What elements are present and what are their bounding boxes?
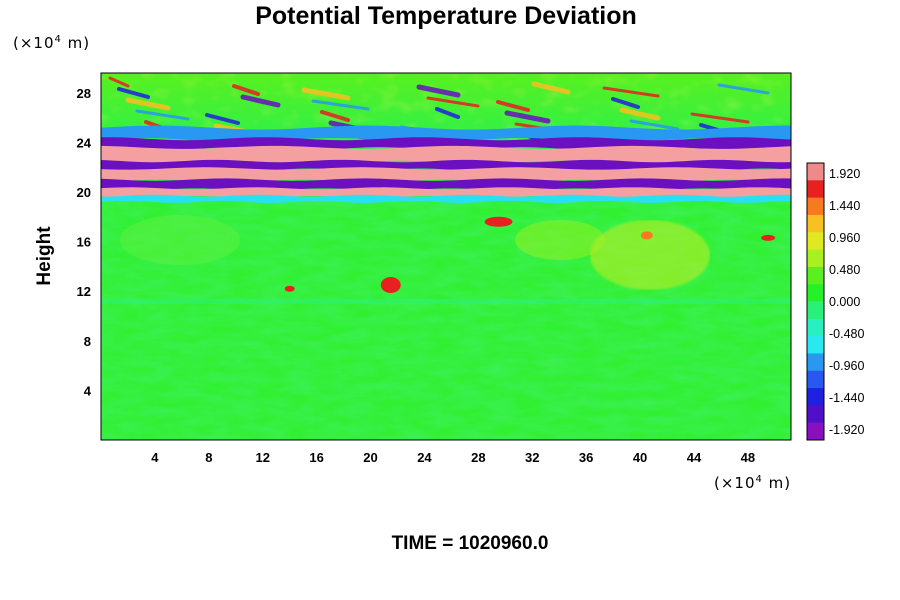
colorbar-label: 0.000	[829, 295, 860, 309]
colorbar-label: -0.960	[829, 359, 864, 373]
heatmap-warm-patch	[120, 215, 240, 265]
x-tick-label: 28	[471, 450, 485, 465]
x-axis-ticks: 4 8 12 16 20 24 28 32 36 40 44 48	[151, 450, 755, 465]
colorbar-swatch	[807, 353, 824, 372]
wave-streak	[531, 81, 571, 95]
wave-streak	[416, 84, 461, 98]
y-axis-label: Height	[34, 226, 55, 286]
colorbar-label: -0.480	[829, 327, 864, 341]
x-tick-label: 20	[363, 450, 377, 465]
wave-streak	[496, 100, 530, 112]
hotspot	[640, 231, 653, 240]
colorbar-swatch	[807, 405, 824, 424]
heatmap-plot-area	[101, 73, 791, 440]
x-tick-label: 36	[579, 450, 593, 465]
wave-streak	[435, 107, 460, 119]
wave-streak	[108, 76, 130, 88]
wave-streak	[232, 84, 260, 96]
colorbar-swatch	[807, 249, 824, 268]
colorbar-swatch	[807, 266, 824, 285]
colorbar-swatch	[807, 197, 824, 216]
colorbar-label: -1.920	[829, 423, 864, 437]
wave-streak	[301, 87, 351, 101]
band-pink-upper	[101, 145, 791, 164]
wave-streak	[504, 110, 551, 124]
wave-streak	[135, 109, 190, 121]
colorbar-swatch	[807, 284, 824, 302]
y-axis-unit: (×104 m)	[13, 34, 90, 52]
y-tick-label: 12	[77, 284, 91, 299]
hotspot	[380, 277, 401, 294]
colorbar-swatch	[807, 301, 824, 320]
heatmap-warm-patch	[515, 220, 605, 260]
x-tick-label: 12	[255, 450, 269, 465]
plot-frame	[100, 72, 792, 441]
x-tick-label: 48	[741, 450, 755, 465]
colorbar-swatch	[807, 163, 824, 181]
wave-streak	[619, 107, 661, 121]
x-tick-label: 44	[687, 450, 702, 465]
y-axis-ticks: 4 8 12 16 20 24 28	[77, 86, 92, 399]
colorbar-swatch	[807, 180, 824, 199]
heatmap-bands	[101, 125, 791, 203]
y-tick-label: 24	[77, 135, 92, 150]
heatmap-faint-band	[101, 299, 791, 304]
wave-streak	[117, 87, 150, 99]
x-tick-label: 32	[525, 450, 539, 465]
wave-streak	[205, 113, 240, 125]
x-tick-label: 4	[151, 450, 159, 465]
colorbar-swatch	[807, 232, 824, 251]
colorbar: 1.920 1.440 0.960 0.480 0.000 -0.480 -0.960 -1.…	[806, 162, 864, 441]
colorbar-label: 0.960	[829, 231, 860, 245]
wave-streak	[240, 94, 281, 108]
colorbar-label: 1.920	[829, 167, 860, 181]
x-tick-label: 16	[309, 450, 323, 465]
x-tick-label: 24	[417, 450, 432, 465]
wave-streak	[602, 86, 660, 98]
heatmap-warm-patch	[590, 220, 710, 290]
colorbar-label: -1.440	[829, 391, 864, 405]
wave-streak	[629, 119, 680, 131]
hotspot	[284, 285, 295, 292]
colorbar-label: 1.440	[829, 199, 860, 213]
wave-streak	[717, 83, 770, 95]
x-tick-label: 8	[205, 450, 212, 465]
y-tick-label: 16	[77, 235, 91, 250]
colorbar-swatch	[807, 336, 824, 354]
chart-title: Potential Temperature Deviation	[255, 2, 637, 30]
colorbar-label: 0.480	[829, 263, 860, 277]
wave-streak	[125, 97, 171, 111]
wave-streak	[611, 97, 640, 109]
y-tick-label: 4	[84, 383, 92, 398]
band-purple-mid	[101, 159, 791, 171]
time-label: TIME = 1020960.0	[392, 533, 549, 554]
wave-streak	[690, 112, 750, 124]
y-tick-label: 20	[77, 185, 91, 200]
colorbar-swatch	[807, 370, 824, 389]
x-axis-unit: (×104 m)	[714, 474, 791, 492]
band-cyan-lower	[101, 194, 791, 203]
colorbar-swatch	[807, 388, 824, 406]
y-tick-label: 8	[84, 334, 91, 349]
colorbar-frame	[806, 162, 825, 441]
heatmap-hotspots	[284, 216, 776, 294]
hotspot	[484, 216, 513, 227]
hotspot	[761, 234, 776, 241]
colorbar-swatch	[807, 422, 824, 441]
wave-streak	[311, 99, 370, 111]
y-tick-label: 28	[77, 86, 91, 101]
wave-streak	[426, 96, 480, 108]
colorbar-swatch	[807, 318, 824, 337]
wave-streak	[320, 110, 350, 122]
x-tick-label: 40	[633, 450, 647, 465]
colorbar-swatch	[807, 214, 824, 233]
band-pink-mid	[101, 167, 791, 183]
